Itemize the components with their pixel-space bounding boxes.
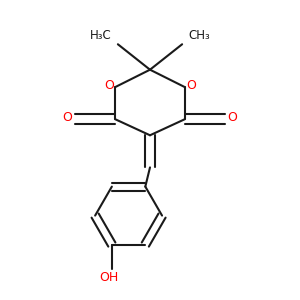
Text: CH₃: CH₃ (189, 28, 211, 42)
Text: O: O (104, 79, 114, 92)
Text: O: O (228, 111, 238, 124)
Text: OH: OH (100, 271, 119, 284)
Text: O: O (62, 111, 72, 124)
Text: H₃C: H₃C (89, 28, 111, 42)
Text: O: O (186, 79, 196, 92)
